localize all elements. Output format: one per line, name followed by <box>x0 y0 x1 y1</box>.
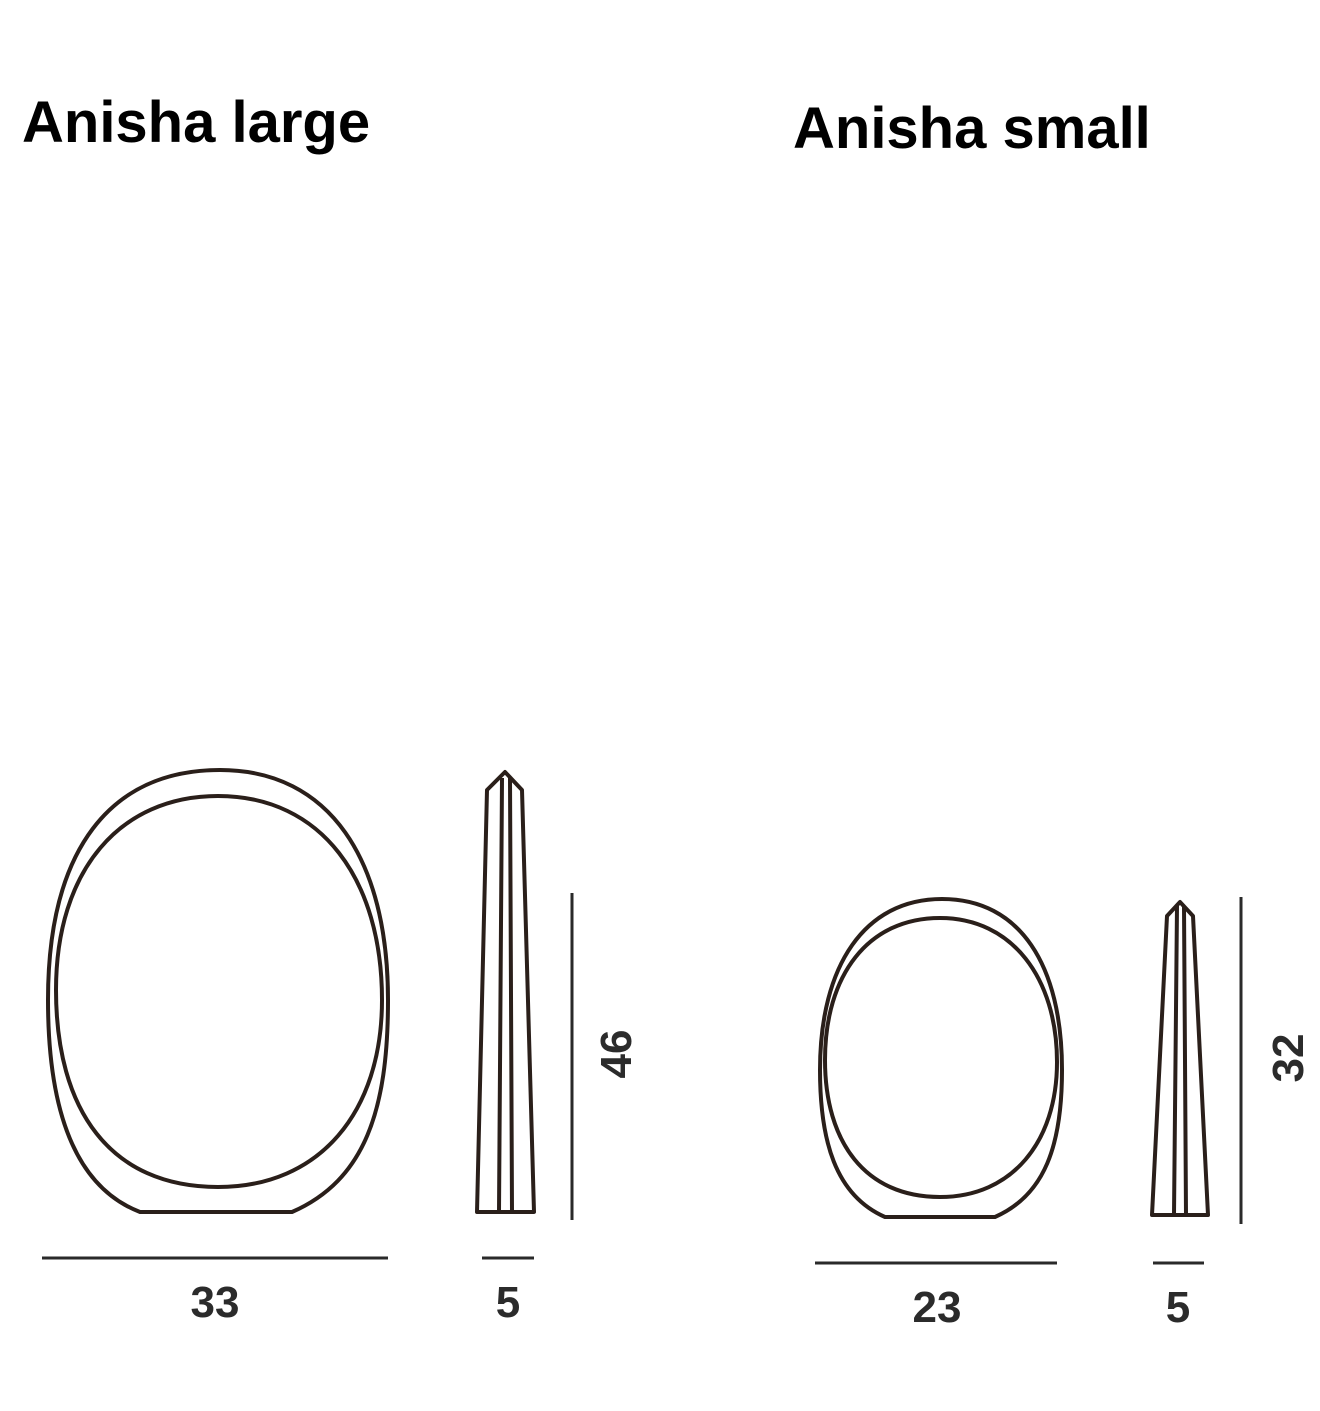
ring-front-outer <box>818 897 1064 1219</box>
depth-label: 5 <box>1166 1283 1190 1332</box>
ring-front-outer <box>46 768 390 1214</box>
width-label: 23 <box>913 1283 962 1332</box>
width-label: 33 <box>191 1278 240 1327</box>
depth-label: 5 <box>496 1278 520 1327</box>
height-label: 46 <box>592 1030 641 1079</box>
ring-side-ridge <box>497 777 514 1213</box>
ring-side-profile <box>475 770 536 1214</box>
ring-side-ridge <box>1172 905 1188 1216</box>
product-title: Anisha large <box>22 90 370 155</box>
ring-front-inner <box>54 794 384 1189</box>
product-small: Anisha small 23 5 32 <box>793 96 1313 1332</box>
ring-front-inner <box>823 916 1059 1199</box>
height-label: 32 <box>1264 1034 1313 1083</box>
product-title: Anisha small <box>793 96 1151 161</box>
product-large: Anisha large 33 5 46 <box>22 90 641 1327</box>
ring-side-profile <box>1150 900 1210 1217</box>
